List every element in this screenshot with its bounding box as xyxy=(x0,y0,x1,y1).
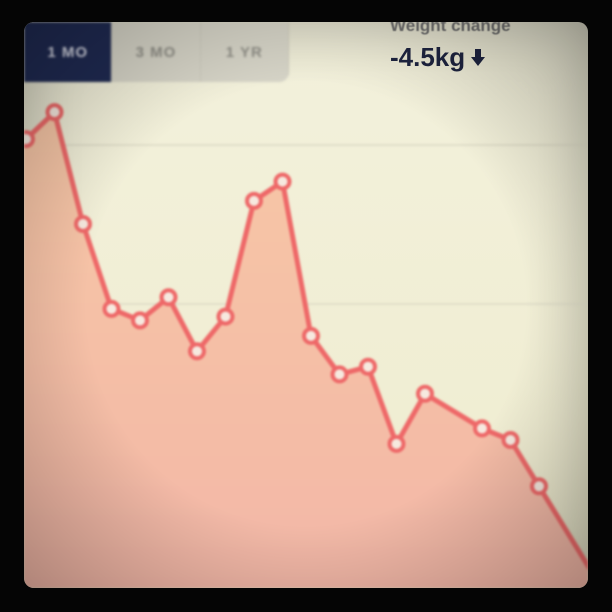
data-point[interactable] xyxy=(387,434,406,453)
data-point[interactable] xyxy=(102,299,121,318)
data-point[interactable] xyxy=(530,477,548,496)
data-point[interactable] xyxy=(24,130,35,149)
data-point[interactable] xyxy=(74,215,92,233)
weight-change-value: -4.5kg xyxy=(390,42,466,72)
weight-change-value-row: -4.5kg xyxy=(390,42,580,73)
data-point[interactable] xyxy=(501,431,520,449)
data-point[interactable] xyxy=(273,172,292,191)
data-point[interactable] xyxy=(330,365,349,384)
arrow-down-icon xyxy=(471,48,486,66)
range-tabs: 1 MO 3 MO 1 YR xyxy=(24,22,289,82)
data-point[interactable] xyxy=(359,357,377,376)
data-point[interactable] xyxy=(45,103,64,122)
weight-change-summary: Weight change -4.5kg xyxy=(390,22,580,73)
data-point[interactable] xyxy=(302,326,320,345)
data-point[interactable] xyxy=(473,419,491,438)
data-point[interactable] xyxy=(416,384,434,403)
tab-1-year[interactable]: 1 YR xyxy=(200,22,289,82)
data-point[interactable] xyxy=(216,307,235,326)
app-screen: 1 MO 3 MO 1 YR Weight change -4.5kg xyxy=(24,22,588,588)
tab-1-month[interactable]: 1 MO xyxy=(24,22,113,82)
data-point[interactable] xyxy=(131,311,149,330)
data-point[interactable] xyxy=(188,342,206,361)
data-point[interactable] xyxy=(245,191,263,210)
weight-chart xyxy=(24,103,588,588)
data-point[interactable] xyxy=(159,288,178,307)
weight-area xyxy=(24,112,588,588)
weight-change-label: Weight change xyxy=(390,22,511,35)
tab-3-months[interactable]: 3 MO xyxy=(112,22,201,82)
